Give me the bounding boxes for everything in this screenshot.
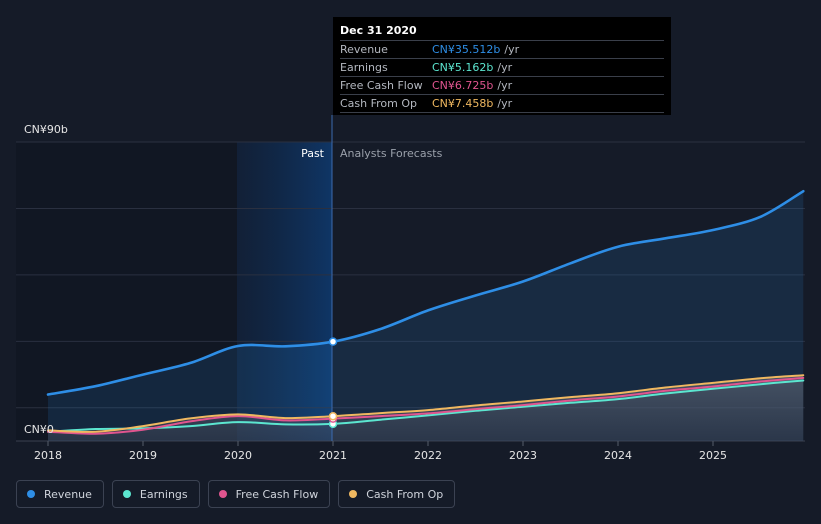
tooltip-label: Revenue <box>340 43 388 56</box>
series-line-cash-from-op <box>47 374 805 433</box>
tooltip-unit: /yr <box>497 97 513 110</box>
x-tick-label: 2022 <box>414 449 442 462</box>
cash-area <box>48 375 804 441</box>
legend-label: Cash From Op <box>366 487 444 501</box>
tooltip-label: Free Cash Flow <box>340 79 423 92</box>
legend-dot-icon <box>218 490 227 498</box>
tooltip-date: Dec 31 2020 <box>340 24 417 37</box>
y-axis-top-label: CN¥90b <box>24 123 68 136</box>
tooltip-row-cash-from-op: Cash From Op CN¥7.458b /yr <box>340 94 664 113</box>
tooltip-value: CN¥6.725b <box>432 79 494 92</box>
legend-label: Earnings <box>139 487 188 501</box>
legend-label: Revenue <box>44 487 92 501</box>
legend-item-cash-from-op[interactable]: Cash From Op <box>338 480 456 508</box>
tooltip-row-earnings: Earnings CN¥5.162b /yr <box>340 58 664 76</box>
x-tick-label: 2025 <box>699 449 727 462</box>
tooltip-unit: /yr <box>504 43 520 56</box>
series-line-revenue <box>46 189 805 396</box>
legend-label: Free Cash Flow <box>235 487 319 501</box>
past-label: Past <box>301 147 325 160</box>
chart-legend: Revenue Earnings Free Cash Flow Cash Fro… <box>16 480 456 508</box>
legend-dot-icon <box>27 490 35 498</box>
revenue-area <box>48 191 804 441</box>
tooltip-value: CN¥35.512b <box>432 43 501 56</box>
marker-cash-from-op <box>328 411 338 421</box>
x-tick-label: 2019 <box>129 449 157 462</box>
series-line-earnings <box>47 379 805 433</box>
marker-revenue <box>328 337 338 346</box>
x-tick-label: 2018 <box>34 449 62 462</box>
x-tick-label: 2024 <box>604 449 632 462</box>
legend-dot-icon <box>349 490 358 498</box>
forecast-label: Analysts Forecasts <box>340 147 443 160</box>
x-tick-label: 2023 <box>509 449 537 462</box>
legend-item-free-cash-flow[interactable]: Free Cash Flow <box>207 480 331 508</box>
past-region-dark <box>16 142 237 441</box>
tooltip-unit: /yr <box>497 79 513 92</box>
tooltip-row-free-cash-flow: Free Cash Flow CN¥6.725b /yr <box>340 76 664 94</box>
legend-item-earnings[interactable]: Earnings <box>111 480 200 508</box>
tooltip-label: Cash From Op <box>340 97 418 110</box>
tooltip-panel: Dec 31 2020 Revenue CN¥35.512b /yr Earni… <box>333 17 671 115</box>
tooltip-row-revenue: Revenue CN¥35.512b /yr <box>340 40 664 58</box>
legend-item-revenue[interactable]: Revenue <box>16 480 104 508</box>
legend-dot-icon <box>122 490 131 498</box>
past-region-highlight <box>237 142 332 441</box>
x-tick-label: 2021 <box>319 449 347 462</box>
series-line-free-cash-flow <box>47 376 805 435</box>
tooltip-label: Earnings <box>340 61 388 74</box>
tooltip-value: CN¥5.162b <box>432 61 494 74</box>
x-tick-label: 2020 <box>224 449 252 462</box>
tooltip-value: CN¥7.458b <box>432 97 494 110</box>
tooltip-unit: /yr <box>497 61 513 74</box>
y-axis-bottom-label: CN¥0 <box>24 423 54 436</box>
